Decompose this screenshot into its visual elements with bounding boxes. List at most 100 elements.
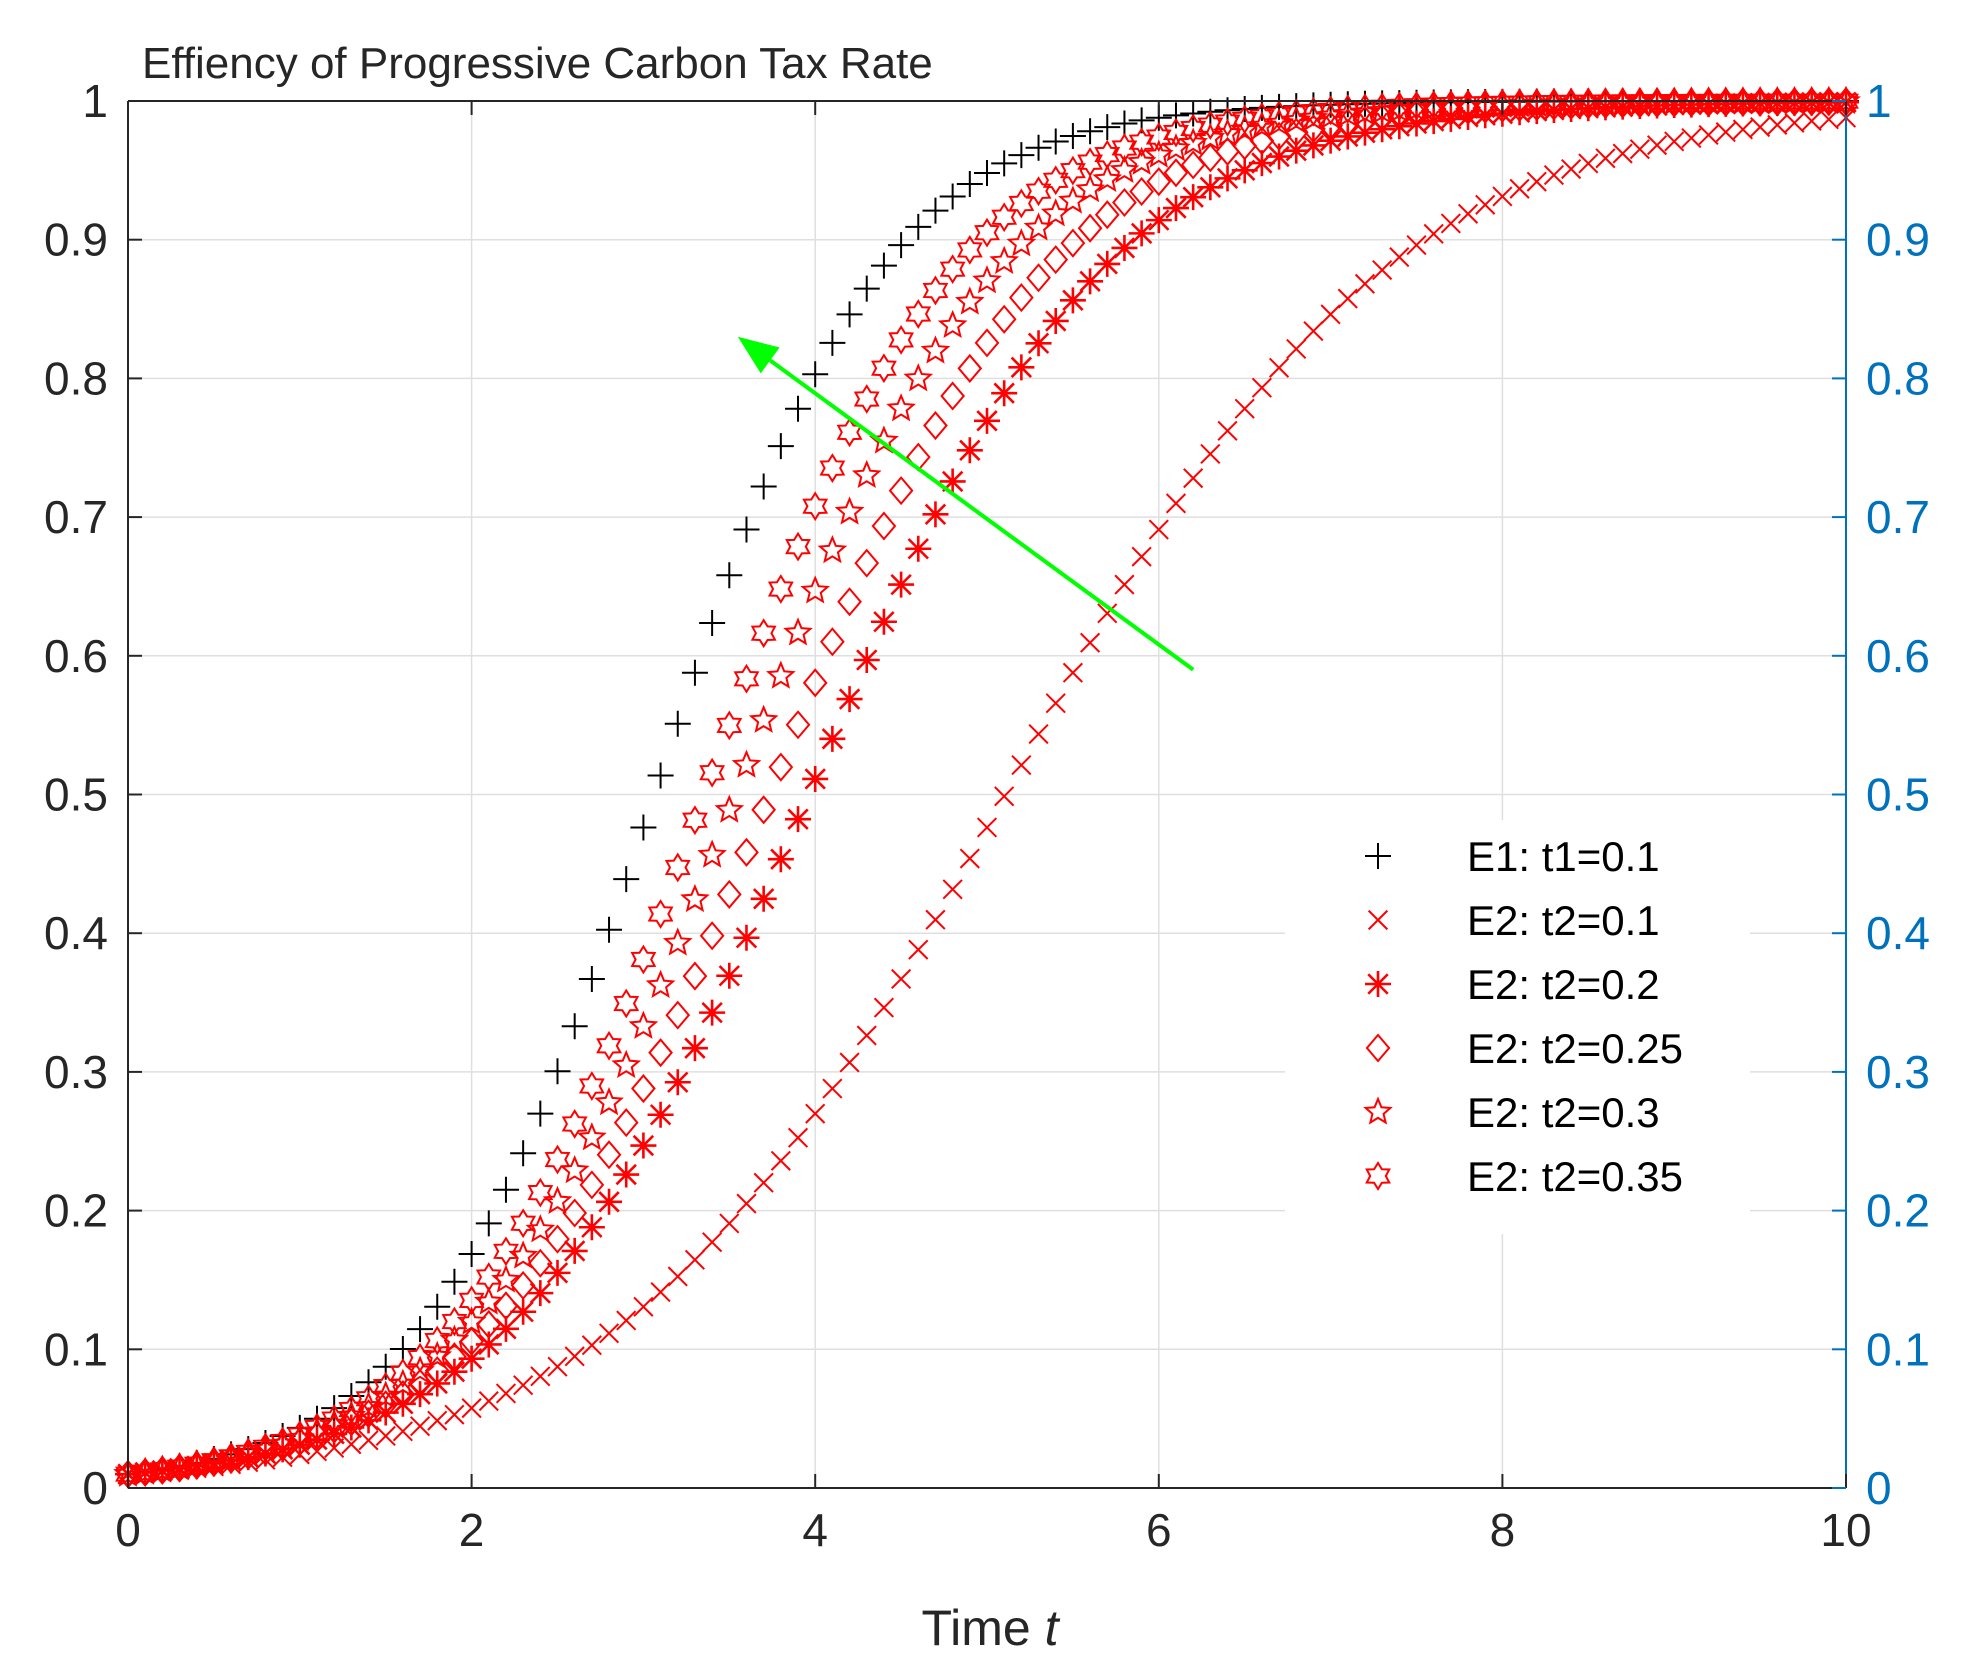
data-point — [132, 1457, 159, 1488]
data-point — [630, 944, 657, 975]
data-point — [355, 1383, 382, 1414]
data-point — [991, 150, 1018, 177]
data-point — [578, 1214, 605, 1241]
data-point — [748, 704, 779, 733]
data-point — [530, 1366, 551, 1387]
data-point — [731, 749, 762, 778]
data-point — [356, 1399, 381, 1429]
data-point — [1681, 128, 1702, 149]
data-point — [1266, 143, 1293, 170]
data-point — [664, 710, 691, 737]
data-point — [1644, 92, 1671, 119]
data-point — [1111, 234, 1138, 261]
y-tick-label: 0.4 — [44, 907, 108, 959]
data-point — [578, 965, 605, 992]
data-point — [616, 1310, 637, 1331]
data-point — [458, 1241, 485, 1268]
data-point — [510, 1208, 537, 1239]
data-point — [1283, 98, 1310, 129]
data-point — [630, 1132, 657, 1159]
y2-tick-label: 0.5 — [1866, 769, 1930, 821]
x-tick-label: 6 — [1146, 1504, 1172, 1556]
data-point — [579, 1170, 605, 1200]
data-point — [235, 1437, 262, 1468]
data-point — [699, 757, 726, 788]
data-point — [1165, 493, 1187, 514]
data-point — [733, 663, 760, 694]
data-point — [908, 939, 929, 960]
y2-tick-label: 0.4 — [1866, 907, 1930, 959]
data-point — [1646, 135, 1668, 156]
data-point — [1595, 148, 1616, 169]
data-point — [633, 1296, 654, 1317]
data-point — [734, 837, 759, 867]
legend-entry: E2: t2=0.2 — [1365, 961, 1660, 1008]
data-point — [561, 1109, 588, 1139]
data-point — [682, 805, 708, 836]
data-point — [201, 1445, 227, 1476]
data-point — [510, 1270, 536, 1301]
data-point — [1060, 155, 1086, 186]
data-point — [1094, 200, 1120, 230]
data-point — [527, 1177, 554, 1208]
data-point — [974, 328, 1000, 358]
data-point — [1543, 165, 1565, 186]
data-point — [1248, 150, 1275, 177]
data-point — [149, 1457, 176, 1484]
data-point — [630, 814, 657, 841]
data-point — [598, 1323, 620, 1344]
data-point — [886, 393, 916, 422]
data-point — [681, 659, 708, 686]
data-point — [974, 407, 1000, 434]
data-point — [1386, 113, 1413, 140]
data-point — [939, 468, 966, 495]
data-point — [942, 879, 963, 900]
data-point — [338, 1394, 365, 1425]
data-point — [719, 1213, 740, 1234]
data-point — [750, 885, 777, 912]
data-point — [736, 1193, 757, 1214]
data-point — [1080, 632, 1101, 653]
data-point — [1062, 662, 1083, 683]
data-point — [768, 752, 794, 782]
data-point — [853, 646, 880, 673]
data-point — [766, 660, 796, 689]
data-point — [1162, 195, 1189, 222]
data-point — [785, 395, 812, 422]
data-point — [1163, 117, 1189, 148]
data-point — [1042, 307, 1069, 334]
data-point — [767, 574, 794, 604]
data-point — [1337, 288, 1358, 309]
data-point — [441, 1358, 468, 1385]
y2-tick-label: 0.1 — [1866, 1323, 1930, 1375]
data-point — [375, 1425, 396, 1447]
trend-arrow — [737, 336, 1195, 672]
data-point — [1732, 119, 1753, 140]
data-point — [1251, 377, 1272, 398]
data-point — [407, 1316, 434, 1343]
data-point — [665, 1000, 691, 1030]
data-point — [269, 1426, 296, 1457]
data-point — [1283, 137, 1310, 164]
data-point — [1420, 108, 1447, 135]
data-point — [1715, 122, 1736, 143]
data-point — [1059, 122, 1086, 149]
data-point — [1148, 519, 1169, 540]
data-point — [870, 608, 897, 635]
legend-entry: E2: t2=0.1 — [1367, 897, 1660, 944]
data-point — [1750, 117, 1771, 138]
data-point — [888, 325, 914, 355]
data-point — [802, 491, 829, 522]
data-point — [959, 848, 980, 869]
data-point — [461, 1398, 482, 1419]
data-point — [252, 1440, 279, 1467]
data-point — [939, 254, 966, 285]
data-point — [1561, 158, 1582, 180]
data-point — [613, 866, 640, 893]
legend-marker — [1365, 971, 1391, 997]
data-point — [888, 232, 915, 259]
data-point — [358, 1430, 379, 1451]
x-tick-label: 0 — [115, 1504, 141, 1556]
data-point — [682, 961, 708, 991]
data-point — [218, 1447, 245, 1474]
